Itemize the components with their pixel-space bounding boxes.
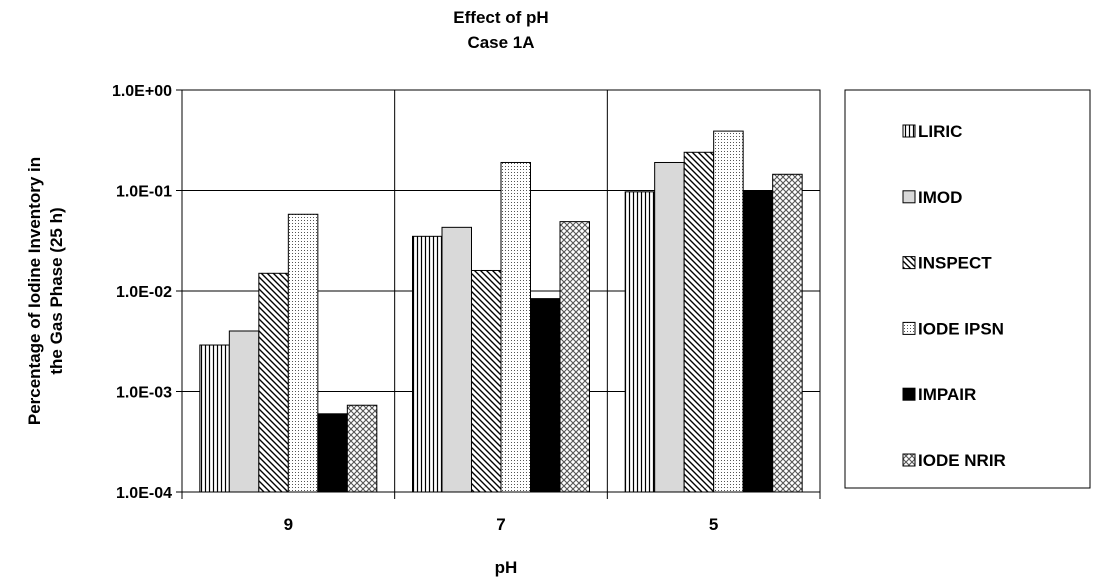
bar-iode-ipsn — [714, 131, 744, 492]
legend-swatch — [903, 125, 915, 137]
bar-impair — [318, 414, 348, 492]
plot-area: 1.0E-04 1.0E-03 1.0E-02 1.0E-01 1.0E+00 9 7 5 — [112, 83, 820, 534]
bar-iode-nrir — [773, 174, 803, 492]
bar-iode-ipsn — [501, 162, 531, 492]
y-axis-label: Percentage of Iodine Inventory in the Ga… — [25, 157, 66, 425]
y-tick-label: 1.0E+00 — [112, 83, 172, 100]
bar-iode-nrir — [560, 222, 590, 492]
bar-imod — [655, 162, 685, 492]
bar-iode-nrir — [347, 405, 377, 492]
bar-liric — [625, 192, 655, 492]
bar-impair — [531, 299, 561, 492]
legend-swatch — [903, 191, 915, 203]
legend-label: INSPECT — [918, 254, 992, 273]
legend-swatch — [903, 388, 915, 400]
bar-liric — [200, 345, 230, 492]
bar-imod — [229, 331, 258, 492]
bar-inspect — [684, 152, 714, 492]
chart-title-line-1: Effect of pH — [453, 8, 548, 27]
chart-title-line-2: Case 1A — [467, 33, 534, 52]
x-tick-label: 9 — [284, 515, 293, 534]
legend-label: LIRIC — [918, 122, 962, 141]
y-tick-label: 1.0E-01 — [116, 184, 172, 201]
y-tick-label: 1.0E-04 — [116, 485, 172, 502]
legend-swatch — [903, 454, 915, 466]
bar-iode-ipsn — [288, 214, 318, 492]
legend-label: IMOD — [918, 188, 962, 207]
legend-swatch — [903, 257, 915, 269]
legend: LIRIC IMOD INSPECT IODE IPSN IMPAIR IODE NRIR — [845, 90, 1090, 488]
x-axis-label: pH — [495, 558, 518, 577]
x-tick-label: 5 — [709, 515, 718, 534]
legend-label: IMPAIR — [918, 385, 976, 404]
legend-label: IODE NRIR — [918, 451, 1006, 470]
legend-box — [845, 90, 1090, 488]
bar-liric — [413, 236, 443, 492]
bar-inspect — [472, 270, 502, 492]
y-axis-label-line-2: the Gas Phase (25 h) — [47, 207, 66, 374]
bar-imod — [442, 227, 472, 492]
x-tick-label: 7 — [496, 515, 505, 534]
y-tick-label: 1.0E-02 — [116, 284, 172, 301]
legend-label: IODE IPSN — [918, 319, 1004, 338]
bar-inspect — [259, 273, 289, 492]
y-axis-label-line-1: Percentage of Iodine Inventory in — [25, 157, 44, 425]
legend-swatch — [903, 322, 915, 334]
y-tick-label: 1.0E-03 — [116, 385, 172, 402]
bar-impair — [743, 191, 773, 493]
